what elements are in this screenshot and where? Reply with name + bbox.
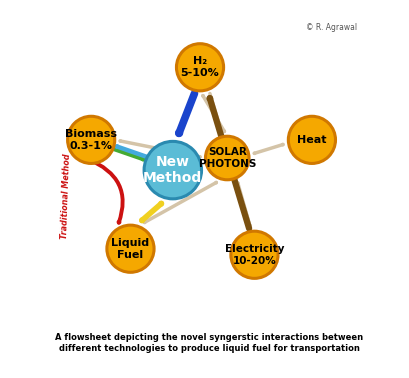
Text: Heat: Heat	[297, 135, 326, 145]
Circle shape	[67, 116, 115, 163]
Text: H₂
5-10%: H₂ 5-10%	[180, 56, 219, 78]
Circle shape	[230, 231, 277, 278]
FancyArrowPatch shape	[88, 159, 122, 223]
Circle shape	[205, 136, 248, 180]
Text: A flowsheet depicting the novel syngerstic interactions between
different techno: A flowsheet depicting the novel syngerst…	[55, 333, 362, 353]
Text: © R. Agrawal: © R. Agrawal	[306, 23, 356, 33]
Text: SOLAR
PHOTONS: SOLAR PHOTONS	[198, 147, 255, 169]
Text: Electricity
10-20%: Electricity 10-20%	[224, 244, 283, 266]
Circle shape	[176, 44, 223, 91]
Text: Traditional Method: Traditional Method	[60, 153, 72, 239]
Circle shape	[107, 225, 154, 272]
Text: Liquid
Fuel: Liquid Fuel	[111, 238, 149, 260]
Circle shape	[144, 141, 201, 199]
Text: Biomass
0.3-1%: Biomass 0.3-1%	[65, 129, 117, 151]
Text: New
Method: New Method	[143, 155, 202, 185]
Circle shape	[288, 116, 335, 163]
